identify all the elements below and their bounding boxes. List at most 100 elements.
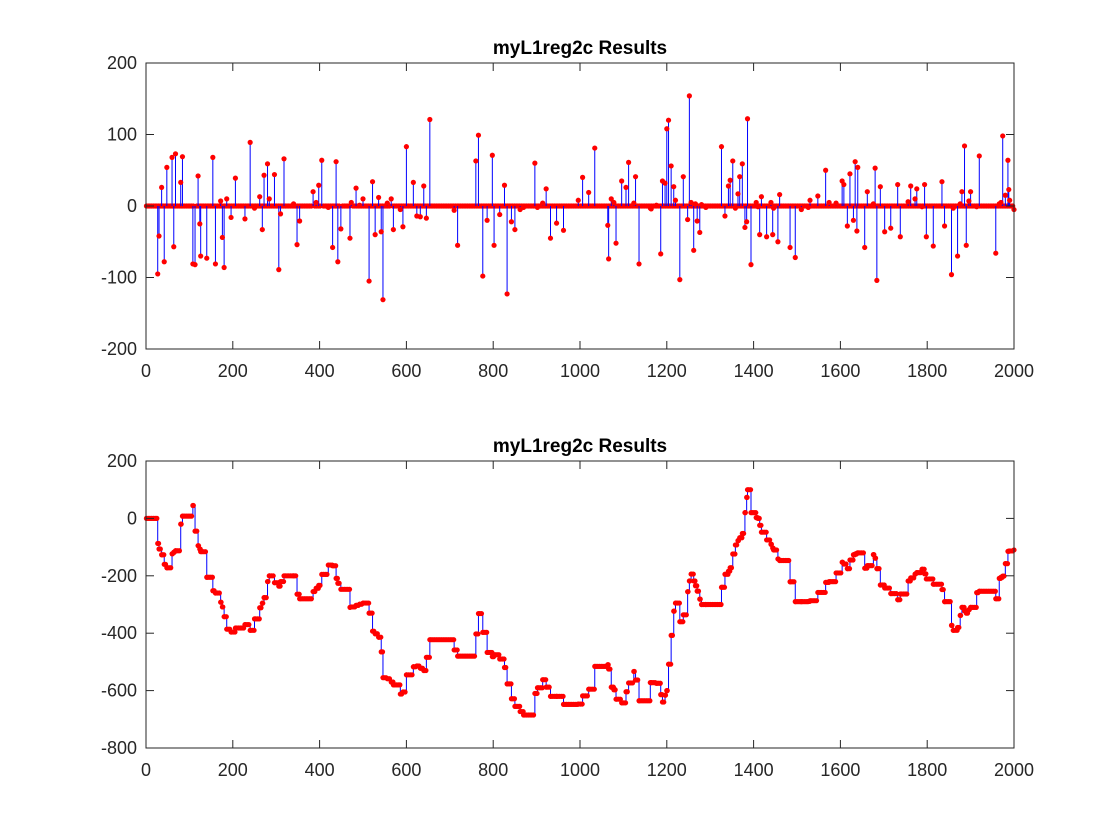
stairs-marker	[940, 586, 946, 593]
stairs-marker	[530, 712, 537, 718]
stairs-marker	[786, 557, 792, 564]
stairs-marker	[508, 681, 514, 687]
stem-marker	[259, 226, 265, 233]
stem-marker	[219, 234, 225, 241]
stairs-marker	[732, 551, 738, 557]
stem-marker	[1005, 157, 1011, 163]
stem-marker	[950, 205, 956, 211]
stem-marker	[632, 174, 639, 180]
stairs-marker	[379, 649, 386, 655]
stem-marker	[905, 199, 911, 205]
stem-marker	[698, 201, 705, 208]
bottom-ytick-label: -400	[101, 623, 137, 643]
stairs-marker	[251, 627, 257, 633]
stairs-marker	[904, 591, 910, 597]
stem-marker	[805, 204, 811, 211]
stem-marker	[553, 220, 560, 226]
stem-marker	[688, 199, 694, 206]
stem-marker	[192, 262, 198, 268]
stem-marker	[815, 193, 821, 199]
stem-marker	[739, 161, 745, 167]
stairs-marker	[426, 654, 433, 660]
stairs-marker	[333, 563, 339, 569]
stem-marker	[390, 226, 396, 233]
stairs-marker	[680, 619, 686, 625]
stem-marker	[403, 144, 409, 150]
stem-marker	[636, 261, 642, 267]
stem-marker	[888, 225, 894, 231]
stem-marker	[613, 240, 619, 246]
stem-marker	[489, 152, 495, 158]
bottom-xtick-label: 2000	[994, 760, 1034, 780]
bottom-ytick-label: 0	[127, 508, 137, 528]
stem-marker	[672, 197, 679, 203]
stem-marker	[897, 234, 903, 240]
stem-marker	[732, 205, 738, 211]
stem-marker	[833, 200, 839, 206]
bottom-xtick-label: 1400	[734, 760, 774, 780]
stairs-marker	[484, 629, 490, 635]
top-xtick-label: 1600	[820, 361, 860, 381]
stem-marker	[744, 116, 751, 122]
stairs-marker	[669, 632, 676, 638]
stairs-marker	[671, 608, 677, 614]
top-xtick-label: 800	[478, 361, 508, 381]
stairs-marker	[846, 566, 853, 572]
stem-marker	[692, 201, 699, 207]
bottom-axes: myL1reg2c Results 0 200 400 600 800 1000 1200 1…	[101, 436, 1034, 780]
stem-marker	[748, 262, 754, 268]
stem-marker	[850, 217, 857, 223]
stem-marker	[397, 206, 403, 213]
stairs-marker	[661, 699, 667, 705]
stem-marker	[271, 171, 278, 178]
stairs-marker	[475, 631, 481, 637]
stairs-marker	[734, 542, 740, 548]
stairs-marker	[886, 585, 893, 591]
stem-marker	[694, 218, 700, 224]
stem-marker	[606, 256, 612, 262]
stairs-marker	[178, 521, 184, 527]
stem-marker	[221, 264, 227, 271]
stem-marker	[968, 189, 974, 195]
stem-marker	[224, 196, 230, 202]
stem-marker	[941, 223, 948, 229]
stem-marker	[380, 297, 386, 303]
bottom-ytick-label: -600	[101, 681, 137, 701]
stairs-marker	[168, 565, 174, 571]
stairs-marker	[622, 700, 629, 706]
stem-marker	[410, 179, 416, 186]
stem-marker	[580, 174, 586, 180]
stem-marker	[1006, 186, 1012, 193]
stairs-marker	[270, 573, 276, 579]
stem-marker	[534, 204, 541, 211]
stem-marker	[844, 223, 850, 229]
stem-marker	[648, 206, 654, 212]
stem-marker	[508, 219, 515, 225]
stem-marker	[770, 232, 776, 238]
stem-marker	[473, 158, 479, 164]
stem-marker	[247, 139, 253, 145]
stem-marker	[697, 229, 703, 236]
stem-marker	[388, 196, 394, 202]
stem-marker	[877, 184, 883, 190]
stairs-marker	[161, 552, 167, 558]
top-xtick-label: 1200	[647, 361, 687, 381]
stem-marker	[156, 233, 162, 239]
stairs-marker	[277, 583, 283, 589]
bottom-xtick-label: 1800	[907, 760, 947, 780]
stem-marker	[277, 211, 284, 217]
stairs-marker	[624, 689, 630, 695]
stem-marker	[316, 182, 322, 188]
stem-marker	[959, 189, 965, 195]
stairs-marker	[631, 668, 637, 675]
stem-marker	[512, 226, 518, 233]
stem-marker	[826, 199, 832, 206]
stem-marker	[852, 159, 858, 165]
stairs-marker	[938, 581, 945, 587]
stem-marker	[232, 175, 239, 181]
stem-marker	[631, 200, 637, 206]
stairs-marker	[496, 652, 502, 658]
stem-marker	[921, 181, 928, 188]
stem-marker	[703, 204, 709, 211]
stem-marker	[974, 204, 980, 210]
